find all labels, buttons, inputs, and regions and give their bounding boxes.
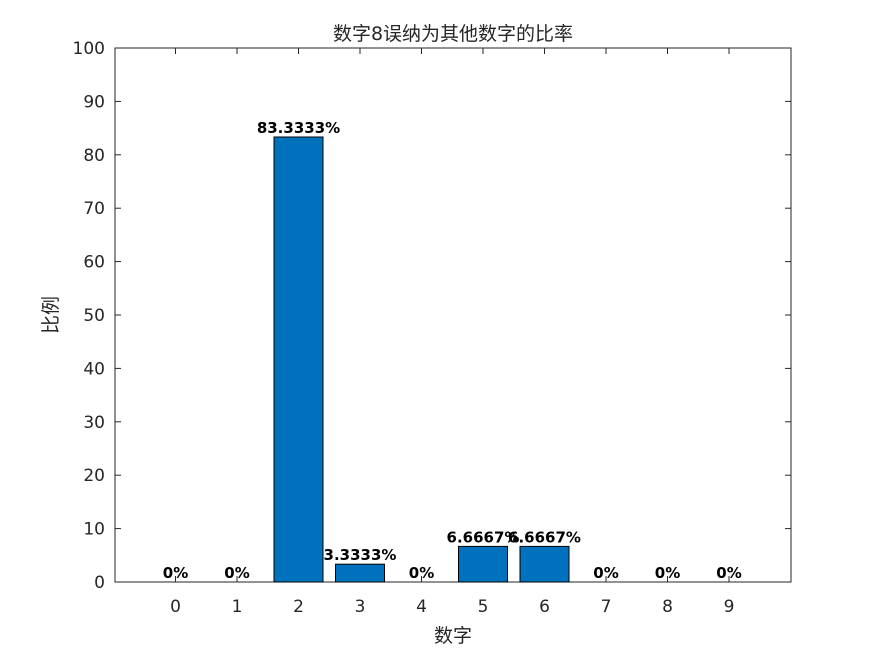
x-axis: 0 1 2 3 4 5 6 7 8 9 [170, 48, 734, 617]
data-label-3: 3.3333% [324, 546, 397, 564]
bar-series [273, 136, 570, 583]
x-tick-label: 7 [601, 597, 612, 617]
data-label-7: 0% [593, 564, 618, 582]
y-tick-label: 40 [83, 359, 105, 379]
data-labels: 0% 0% 83.3333% 3.3333% 0% 6.6667%6.6667% 0% 0% 0… [163, 119, 742, 582]
data-label-8: 0% [655, 564, 680, 582]
data-label-0: 0% [163, 564, 188, 582]
y-tick-label: 70 [83, 199, 105, 219]
data-label-9: 0% [716, 564, 741, 582]
x-tick-label: 0 [170, 597, 181, 617]
y-tick-label: 20 [83, 466, 105, 486]
bar-3 [335, 563, 385, 583]
x-tick-label: 4 [416, 597, 427, 617]
x-tick-label: 1 [232, 597, 243, 617]
data-label-6: 6.6667% [508, 528, 581, 546]
y-tick-label: 50 [83, 306, 105, 326]
y-tick-label: 90 [83, 92, 105, 112]
y-tick-label: 100 [73, 39, 105, 59]
chart-title: 数字8误纳为其他数字的比率 [333, 23, 573, 45]
data-label-2: 83.3333% [257, 119, 340, 137]
x-tick-label: 9 [724, 597, 735, 617]
y-axis: 0 10 20 30 40 50 60 70 80 90 100 [73, 39, 791, 593]
y-tick-label: 0 [94, 573, 105, 593]
bar-6 [519, 545, 570, 583]
x-tick-label: 2 [293, 597, 304, 617]
y-tick-label: 80 [83, 146, 105, 166]
x-tick-label: 5 [478, 597, 489, 617]
bar-2 [273, 136, 324, 583]
y-tick-label: 30 [83, 413, 105, 433]
y-axis-title: 比例 [40, 296, 62, 334]
data-label-4: 0% [409, 564, 434, 582]
x-tick-label: 3 [355, 597, 366, 617]
data-label-1: 0% [224, 564, 249, 582]
plot-area-frame [114, 47, 792, 583]
x-tick-label: 6 [539, 597, 550, 617]
y-tick-label: 10 [83, 520, 105, 540]
x-tick-label: 8 [662, 597, 673, 617]
y-tick-label: 60 [83, 253, 105, 273]
x-axis-title: 数字 [434, 625, 472, 647]
data-label-5: 6.6667% [447, 528, 520, 546]
bar-5 [458, 545, 508, 583]
